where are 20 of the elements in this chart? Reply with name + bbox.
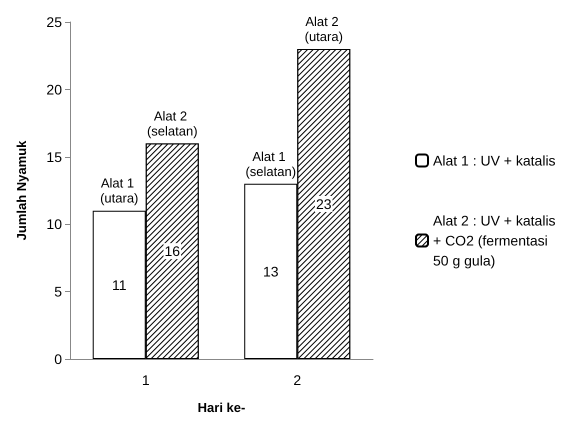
legend-label: Alat 1 : UV + katalis <box>433 152 556 168</box>
y-axis-title: Jumlah Nyamuk <box>14 140 29 240</box>
x-axis-title: Hari ke- <box>198 400 246 415</box>
data-label: 16 <box>164 243 180 260</box>
annotation: Alat 1 (utara) <box>100 176 138 206</box>
y-tick-label: 10 <box>46 216 62 232</box>
y-tick-label: 25 <box>46 14 62 30</box>
annotation: Alat 1 (selatan) <box>245 148 296 179</box>
data-label: 23 <box>316 196 332 212</box>
y-tick-label: 5 <box>54 284 62 300</box>
y-tick-label: 0 <box>54 351 62 367</box>
data-label: 11 <box>112 276 127 293</box>
x-tick-label: 2 <box>293 372 302 388</box>
y-tick-label: 15 <box>46 148 62 165</box>
legend-label: Alat 2 : UV + katalis + CO2 (fermentasi 50 g gula) <box>433 212 560 268</box>
x-tick-label: 1 <box>142 372 150 388</box>
data-label: 13 <box>262 263 279 280</box>
annotation: Alat 2 (selatan) <box>146 108 198 138</box>
annotation: Alat 2 (utara) <box>304 14 343 44</box>
y-tick-label: 20 <box>46 81 62 98</box>
